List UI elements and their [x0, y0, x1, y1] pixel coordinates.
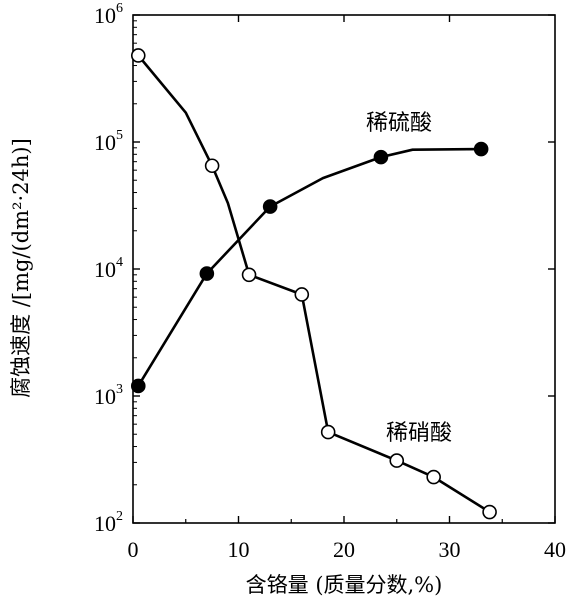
plot-frame [132, 14, 556, 524]
series-line-sulfuric [137, 147, 482, 387]
x-axis-title: 含铬量 (质量分数,%) [246, 573, 443, 597]
series-layer [130, 48, 497, 520]
data-point-nitric [389, 453, 405, 468]
series-label-nitric: 稀硝酸 [386, 421, 452, 446]
y-tick-label: 103 [94, 382, 123, 409]
data-point-nitric [320, 424, 336, 440]
data-point-sulfuric [199, 266, 215, 281]
data-point-nitric [294, 287, 310, 302]
data-point-sulfuric [130, 378, 146, 394]
data-point-nitric [204, 158, 220, 174]
axis-ticks: 0 10 20 30 40 102 103 104 105 106 [94, 1, 566, 562]
y-tick-label: 104 [94, 255, 123, 282]
data-point-sulfuric [473, 141, 489, 157]
data-point-sulfuric [373, 149, 389, 165]
x-tick-label: 10 [228, 537, 250, 562]
series-label-sulfuric: 稀硫酸 [366, 111, 432, 136]
y-tick-label: 105 [94, 128, 123, 155]
data-point-nitric [241, 267, 257, 283]
x-tick-label: 0 [128, 537, 139, 562]
y-tick-label: 102 [94, 509, 123, 536]
data-point-nitric [130, 48, 146, 63]
data-point-nitric [426, 469, 441, 485]
y-axis-title: 腐蚀速度 /[mg/(dm²·24h)] [9, 138, 33, 398]
y-tick-label: 106 [94, 1, 123, 28]
x-tick-label: 30 [439, 537, 461, 562]
series-line-nitric [137, 54, 491, 514]
data-point-nitric [482, 504, 497, 520]
x-tick-label: 40 [544, 537, 566, 562]
data-point-sulfuric [262, 199, 278, 214]
x-tick-label: 20 [333, 537, 355, 562]
